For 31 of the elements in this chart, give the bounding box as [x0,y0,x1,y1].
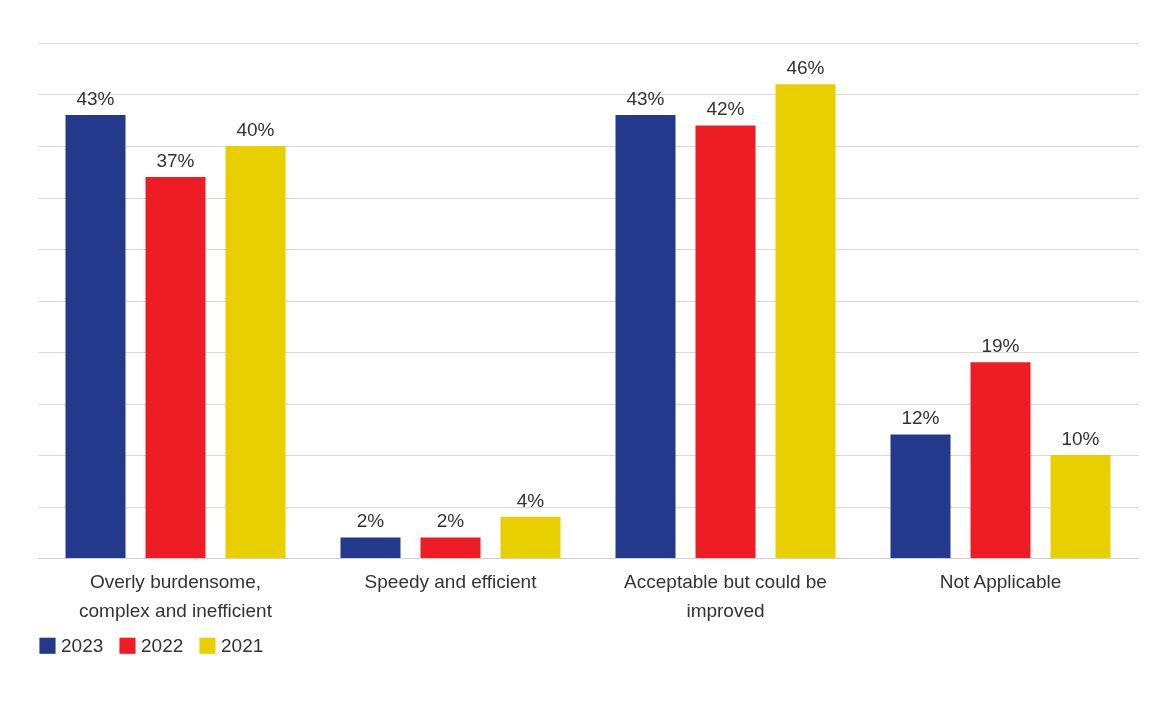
data-label: 42% [706,98,745,120]
data-label: 19% [981,335,1020,357]
data-label: 43% [626,88,665,110]
data-label: 43% [76,88,115,110]
bar [970,362,1031,558]
data-label: 37% [156,149,195,171]
bar [615,115,676,558]
data-label: 10% [1061,428,1100,449]
bar [1050,455,1111,558]
legend-label: 2022 [141,634,184,656]
data-label: 2% [356,510,385,532]
bar [340,537,401,558]
legend-label: 2021 [221,634,264,656]
data-label: 2% [436,510,465,532]
bar [145,176,206,558]
bar [500,516,561,558]
data-label: 46% [786,57,825,79]
bar [775,84,836,558]
bar [420,537,481,558]
x-tick-label: Overly burdensome, complex and inefficient [79,570,273,621]
x-tick-label: Not Applicable [939,570,1062,592]
bar [890,434,951,558]
bar [225,146,286,558]
data-label: 12% [901,407,940,429]
x-tick-label: Speedy and efficient [364,570,538,592]
x-tick-label: Acceptable but could be improved [624,570,827,621]
bar [695,125,756,558]
data-label: 40% [236,119,275,140]
bar [65,115,126,558]
legend-label: 2023 [61,634,104,656]
data-label: 4% [516,489,545,511]
